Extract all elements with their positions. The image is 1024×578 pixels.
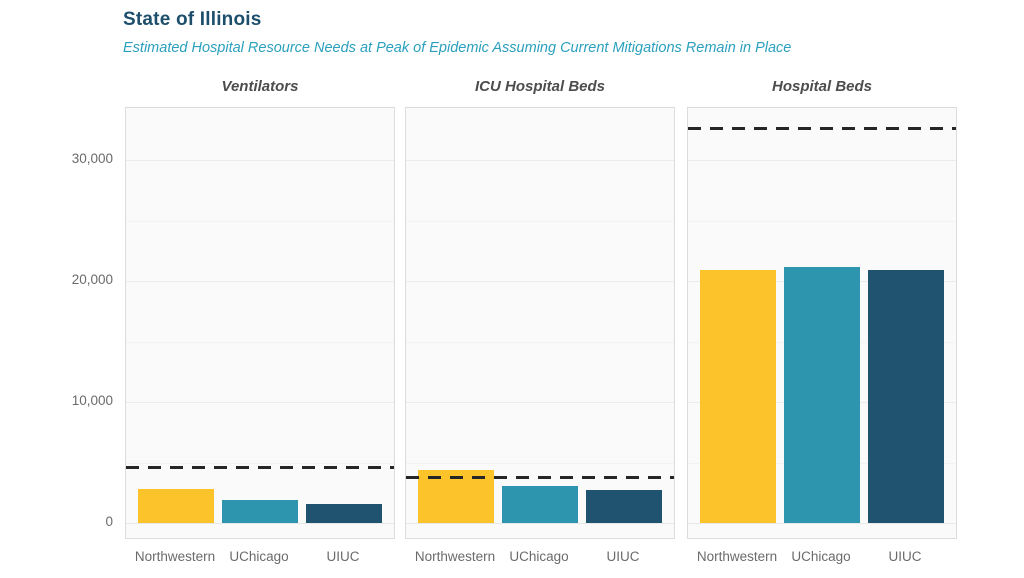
x-tick-label-northwestern: Northwestern	[134, 549, 216, 564]
x-tick-label-uchicago: UChicago	[791, 549, 851, 564]
bar-uiuc[interactable]	[306, 503, 382, 524]
x-tick-label-uchicago: UChicago	[229, 549, 289, 564]
minor-gridline	[126, 341, 394, 343]
plot-area-ventilators	[125, 107, 395, 539]
capacity-line	[688, 127, 956, 131]
zero-gridline	[126, 523, 394, 525]
x-tick-label-uiuc: UIUC	[326, 549, 360, 564]
minor-gridline	[406, 462, 674, 464]
major-gridline	[406, 281, 674, 283]
bar-uiuc[interactable]	[868, 270, 944, 524]
major-gridline	[406, 402, 674, 404]
minor-gridline	[406, 341, 674, 343]
capacity-line	[406, 475, 674, 479]
x-tick-label-uiuc: UIUC	[888, 549, 922, 564]
minor-gridline	[406, 220, 674, 222]
y-tick-label: 30,000	[71, 151, 113, 167]
x-tick-label-uchicago: UChicago	[509, 549, 569, 564]
bar-northwestern[interactable]	[700, 270, 776, 524]
minor-gridline	[688, 220, 956, 222]
x-tick-label-uiuc: UIUC	[606, 549, 640, 564]
bar-uchicago[interactable]	[502, 485, 578, 524]
plot-area-icu-beds	[405, 107, 675, 539]
bar-uchicago[interactable]	[784, 266, 860, 524]
panel-title-icu-beds: ICU Hospital Beds	[474, 78, 606, 95]
chart-subtitle: Estimated Hospital Resource Needs at Pea…	[123, 40, 792, 56]
major-gridline	[688, 160, 956, 162]
chart-title: State of Illinois	[123, 9, 262, 30]
plot-area-hospital-beds	[687, 107, 957, 539]
y-tick-label: 10,000	[71, 393, 113, 409]
bar-uchicago[interactable]	[222, 500, 298, 524]
major-gridline	[406, 160, 674, 162]
major-gridline	[126, 281, 394, 283]
y-tick-label: 0	[105, 514, 113, 530]
y-tick-label: 20,000	[71, 272, 113, 288]
bar-northwestern[interactable]	[138, 489, 214, 524]
x-tick-label-northwestern: Northwestern	[696, 549, 778, 564]
minor-gridline	[126, 220, 394, 222]
x-tick-label-northwestern: Northwestern	[414, 549, 496, 564]
minor-gridline	[126, 462, 394, 464]
major-gridline	[126, 160, 394, 162]
panel-title-hospital-beds: Hospital Beds	[771, 78, 873, 95]
zero-gridline	[406, 523, 674, 525]
zero-gridline	[688, 523, 956, 525]
capacity-line	[126, 465, 394, 469]
panel-title-ventilators: Ventilators	[221, 78, 299, 95]
major-gridline	[126, 402, 394, 404]
bar-northwestern[interactable]	[418, 469, 494, 524]
bar-uiuc[interactable]	[586, 490, 662, 524]
